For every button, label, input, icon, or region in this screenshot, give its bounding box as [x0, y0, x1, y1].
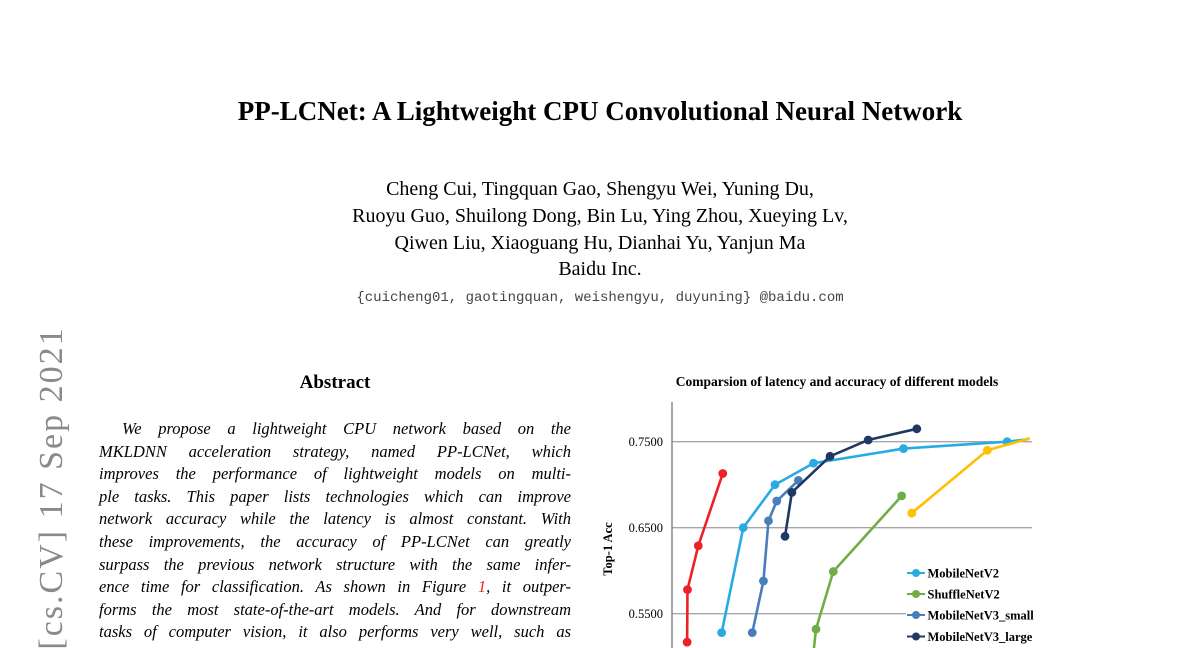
data-point — [899, 444, 908, 453]
latency-accuracy-chart: 0.7500 0.6500 0.5500 Comparsion of latency … — [601, 374, 1053, 648]
data-point — [912, 424, 922, 434]
author-line: Cheng Cui, Tingquan Gao, Shengyu Wei, Yu… — [386, 178, 814, 200]
abstract-line: forms the most state-of-the-art models. … — [99, 599, 571, 619]
author-block: Cheng Cui, Tingquan Gao, Shengyu Wei, Yu… — [0, 176, 1200, 283]
email-line: {cuicheng01, gaotingquan, weishengyu, du… — [356, 290, 844, 306]
data-point — [828, 567, 838, 576]
data-point — [825, 451, 835, 461]
abstract-line: ence time for classification. As shown i… — [99, 576, 571, 599]
abstract-line: surpass the previous network structure w… — [99, 554, 571, 574]
author-line: Qiwen Liu, Xiaoguang Hu, Dianhai Yu, Yan… — [394, 231, 806, 254]
legend-box — [906, 557, 1053, 648]
paper-title: PP-LCNet: A Lightweight CPU Convolutiona… — [237, 96, 963, 126]
data-point — [780, 531, 790, 541]
arxiv-sidebar-stamp: [cs.CV] 17 Sep 2021 — [33, 326, 70, 648]
data-point — [764, 516, 773, 526]
abstract-paragraph: We propose a lightweight CPU network bas… — [99, 418, 571, 644]
legend-marker — [912, 632, 920, 641]
data-point — [738, 523, 748, 533]
data-point — [907, 508, 917, 518]
legend-label: MobileNetV2 — [928, 566, 1000, 580]
data-point — [811, 624, 821, 634]
abstract-text: , it outper- — [486, 577, 571, 597]
data-point — [682, 637, 692, 647]
abstract-line: these improvements, the accuracy of PP-L… — [99, 531, 571, 551]
data-point — [770, 480, 780, 490]
data-point — [683, 585, 692, 595]
affiliation-line: Baidu Inc. — [558, 258, 642, 281]
abstract-section: Abstract We propose a lightweight CPU ne… — [99, 372, 571, 644]
legend-marker — [912, 590, 920, 598]
chart-title: Comparsion of latency and accuracy of di… — [676, 374, 999, 389]
y-axis-label: Top-1 Acc — [601, 522, 615, 576]
series-line — [812, 495, 903, 648]
data-point — [717, 628, 727, 638]
legend-label: MobileNetV3_large — [928, 630, 1033, 644]
data-point — [693, 541, 703, 551]
abstract-line: MKLDNN acceleration strategy, named PP-L… — [99, 441, 571, 461]
data-point — [747, 628, 757, 638]
y-tick-label: 0.6500 — [629, 521, 663, 535]
data-point — [718, 469, 728, 478]
data-point — [772, 496, 782, 506]
y-tick-label: 0.5500 — [629, 607, 663, 621]
abstract-heading: Abstract — [299, 372, 371, 393]
figure-1-link[interactable]: 1 — [477, 577, 487, 597]
abstract-line: improves the performance of lightweight … — [99, 464, 571, 484]
abstract-line: network accuracy while the latency is al… — [99, 509, 571, 529]
legend-label: MobileNetV3_small — [928, 608, 1035, 622]
series-line — [685, 473, 724, 643]
data-point — [897, 491, 907, 501]
author-line: Ruoyu Guo, Shuilong Dong, Bin Lu, Ying Z… — [352, 204, 848, 227]
abstract-line: ple tasks. This paper lists technologies… — [99, 486, 571, 506]
data-point — [787, 488, 797, 497]
abstract-line: We propose a lightweight CPU network bas… — [122, 419, 571, 438]
data-point — [759, 576, 768, 586]
data-point — [863, 435, 873, 445]
data-point — [982, 445, 992, 455]
series-line — [783, 427, 918, 537]
y-tick-label: 0.7500 — [629, 435, 663, 449]
legend-marker — [912, 569, 920, 577]
data-point — [809, 458, 818, 468]
series-line — [910, 437, 1031, 515]
legend-marker — [912, 611, 920, 619]
abstract-text: ence time for classification. As shown i… — [99, 577, 478, 597]
legend-label: ShuffleNetV2 — [928, 587, 1000, 601]
abstract-line: tasks of computer vision, it also perfor… — [99, 622, 571, 642]
